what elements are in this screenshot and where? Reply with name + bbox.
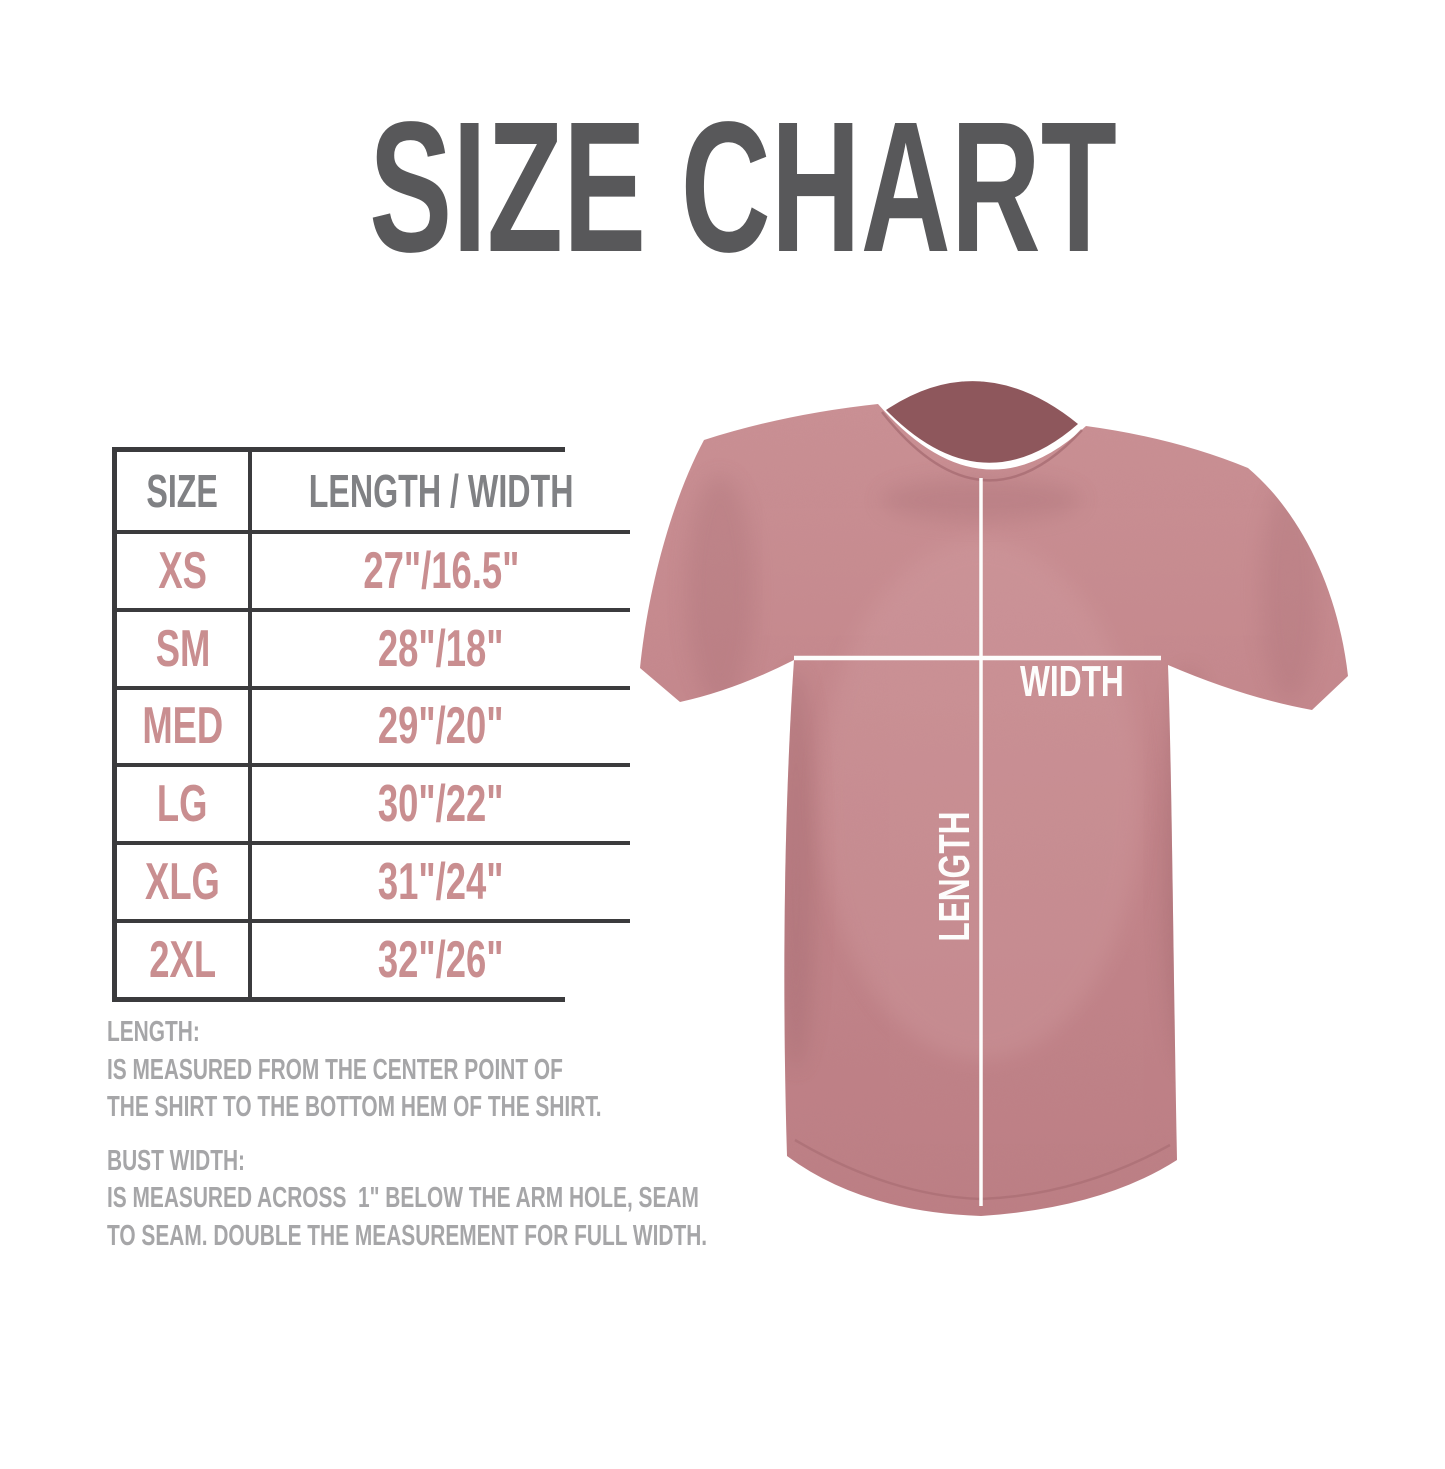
- bust-note-heading: BUST WIDTH:: [107, 1144, 246, 1177]
- width-label: WIDTH: [1020, 657, 1124, 706]
- table-row-sm-value: 28"/18": [252, 607, 631, 686]
- length-label: LENGTH: [930, 811, 979, 943]
- table-row-sm-size: SM: [117, 607, 252, 686]
- table-row-med-size: MED: [117, 685, 252, 764]
- size-table: SIZE LENGTH / WIDTH XS 27"/16.5" SM 28"/…: [112, 447, 631, 1002]
- table-row-lg-size: LG: [117, 763, 252, 842]
- length-note-line2: THE SHIRT TO THE BOTTOM HEM OF THE SHIRT…: [107, 1091, 602, 1123]
- measurement-notes: LENGTH: IS MEASURED FROM THE CENTER POIN…: [107, 1014, 940, 1255]
- table-row-2xl-value: 32"/26": [252, 919, 631, 997]
- page-title: SIZE CHART: [20, 95, 1445, 281]
- bust-note-line2: TO SEAM. DOUBLE THE MEASUREMENT FOR FULL…: [107, 1219, 708, 1252]
- table-row-xlg-value: 31"/24": [252, 841, 631, 920]
- table-row-med-value: 29"/20": [252, 685, 631, 764]
- tshirt-illustration: [640, 381, 1348, 1216]
- page-title-text: SIZE CHART: [368, 84, 1117, 291]
- table-row-lg-value: 30"/22": [252, 763, 631, 842]
- table-row-xs-value: 27"/16.5": [252, 529, 631, 608]
- bust-note-line1: IS MEASURED ACROSS 1" BELOW THE ARM HOLE…: [107, 1182, 699, 1214]
- length-note-line1: IS MEASURED FROM THE CENTER POINT OF: [107, 1053, 563, 1086]
- length-note-heading: LENGTH:: [107, 1016, 200, 1048]
- tshirt-shading: [640, 404, 1348, 1216]
- table-row-2xl-size: 2XL: [117, 919, 252, 997]
- table-header-size: SIZE: [117, 452, 252, 530]
- table-row-xlg-size: XLG: [117, 841, 252, 920]
- table-row-xs-size: XS: [117, 529, 252, 608]
- table-header-length-width: LENGTH / WIDTH: [252, 452, 631, 530]
- tshirt-collar-opening: [886, 381, 1078, 463]
- tshirt-diagram: WIDTH LENGTH: [600, 350, 1400, 1250]
